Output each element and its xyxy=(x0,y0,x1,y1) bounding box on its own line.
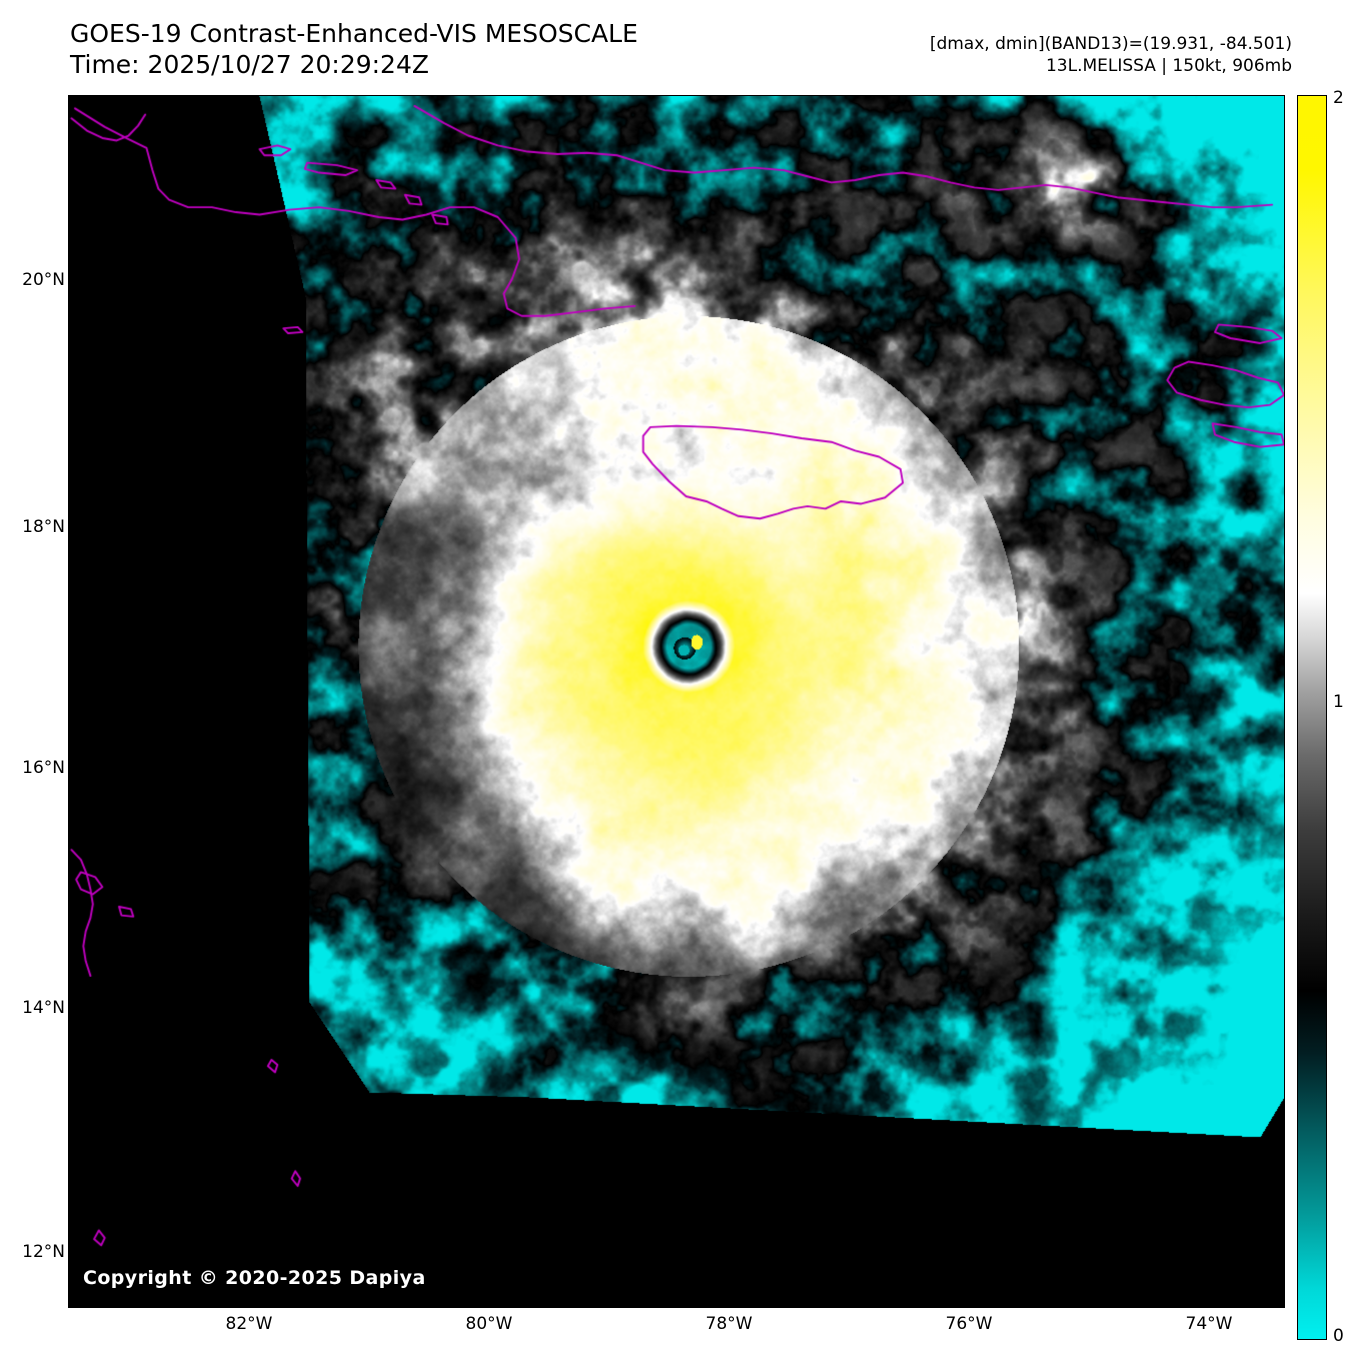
x-axis-tick-2: 78°W xyxy=(705,1314,753,1334)
band-range-label: [dmax, dmin](BAND13)=(19.931, -84.501) xyxy=(929,34,1292,54)
colorbar xyxy=(1297,95,1327,1340)
y-axis-tick-1: 18°N xyxy=(22,517,65,537)
colorbar-tick-0: 2 xyxy=(1333,88,1344,108)
colorbar-tick-1: 1 xyxy=(1333,692,1344,712)
x-axis-tick-0: 82°W xyxy=(225,1314,273,1334)
page-title: GOES-19 Contrast-Enhanced-VIS MESOSCALE xyxy=(70,19,638,48)
y-axis-tick-0: 20°N xyxy=(22,270,65,290)
storm-metadata-block: [dmax, dmin](BAND13)=(19.931, -84.501) 1… xyxy=(930,33,1292,77)
y-axis-tick-3: 14°N xyxy=(22,998,65,1018)
copyright-label: Copyright © 2020-2025 Dapiya xyxy=(83,1267,426,1289)
y-axis-tick-4: 12°N xyxy=(22,1242,65,1262)
x-axis-tick-1: 80°W xyxy=(465,1314,513,1334)
colorbar-tick-2: 0 xyxy=(1333,1326,1344,1346)
satellite-image-plot[interactable]: Copyright © 2020-2025 Dapiya xyxy=(68,95,1285,1308)
chart-title-block: GOES-19 Contrast-Enhanced-VIS MESOSCALE … xyxy=(70,18,638,80)
x-axis-tick-4: 74°W xyxy=(1185,1314,1233,1334)
storm-info-label: 13L.MELISSA | 150kt, 906mb xyxy=(1045,56,1292,76)
y-axis-tick-2: 16°N xyxy=(22,758,65,778)
satellite-imagery-canvas xyxy=(69,96,1284,1307)
x-axis-tick-3: 76°W xyxy=(945,1314,993,1334)
timestamp-label: Time: 2025/10/27 20:29:24Z xyxy=(70,50,429,79)
